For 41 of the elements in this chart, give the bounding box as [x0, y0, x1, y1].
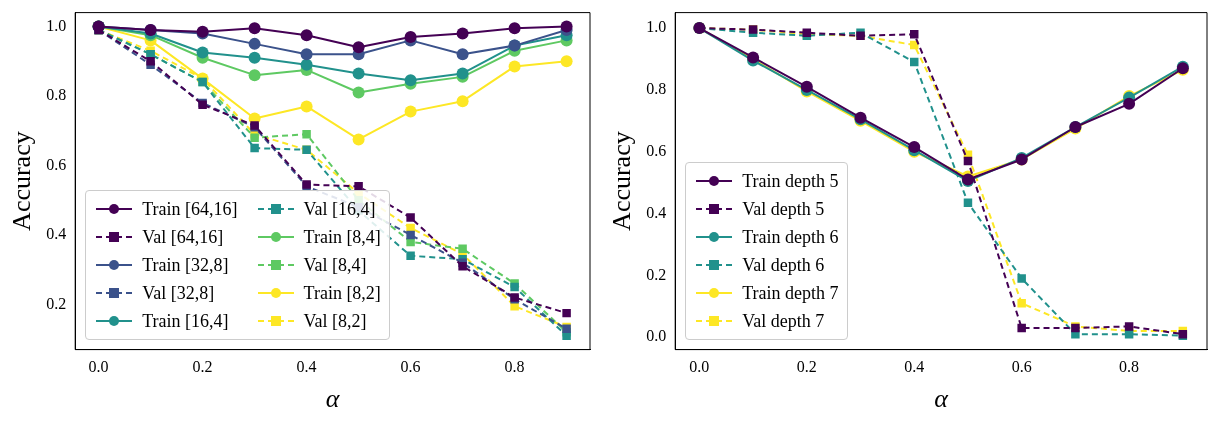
y-tick-label: 1.0 [646, 18, 667, 36]
x-tick-label: 0.0 [88, 358, 109, 376]
y-tick-label: 0.4 [646, 203, 667, 221]
x-tick-label: 0.6 [1011, 358, 1032, 376]
legend-label: Val [64,16] [142, 225, 224, 249]
legend-label: Train [64,16] [142, 197, 238, 221]
legend-label: Val [8,2] [303, 309, 367, 333]
y-axis-title: Accuracy [607, 131, 637, 231]
y-tick-label: 0.4 [46, 225, 67, 243]
y-tick-label: 1.0 [46, 16, 67, 34]
y-tick-label: 0.6 [646, 141, 667, 159]
legend-label: Train depth 7 [742, 281, 839, 305]
legend-label: Train [16,4] [142, 309, 229, 333]
legend-label: Val [16,4] [303, 197, 376, 221]
x-tick-label: 0.4 [296, 358, 317, 376]
y-tick-label: 0.0 [646, 327, 667, 345]
legend-label: Train [8,4] [303, 225, 381, 249]
legend-label: Val depth 7 [742, 309, 825, 333]
x-tick-label: 0.2 [796, 358, 817, 376]
x-tick-label: 0.2 [192, 358, 213, 376]
x-tick-label: 0.6 [400, 358, 421, 376]
x-axis-title: α [934, 384, 950, 414]
legend-label: Val [32,8] [142, 281, 215, 305]
x-tick-label: 0.4 [904, 358, 925, 376]
legend-label: Train [32,8] [142, 253, 229, 277]
y-tick-label: 0.2 [46, 294, 67, 312]
x-tick-label: 0.8 [1119, 358, 1140, 376]
legend-label: Train depth 6 [742, 225, 839, 249]
x-tick-label: 0.8 [504, 358, 525, 376]
legend-label: Train [8,2] [303, 281, 381, 305]
y-tick-label: 0.6 [46, 155, 67, 173]
legend-label: Val [8,4] [303, 253, 367, 277]
legend-label: Val depth 6 [742, 253, 825, 277]
y-tick-label: 0.8 [646, 80, 667, 98]
legend-label: Val depth 5 [742, 197, 825, 221]
y-tick-label: 0.8 [46, 86, 67, 104]
x-axis-title: α [325, 384, 341, 414]
x-tick-label: 0.0 [689, 358, 710, 376]
y-tick-label: 0.2 [646, 265, 667, 283]
legend-label: Train depth 5 [742, 169, 839, 193]
y-axis-title: Accuracy [7, 131, 37, 231]
